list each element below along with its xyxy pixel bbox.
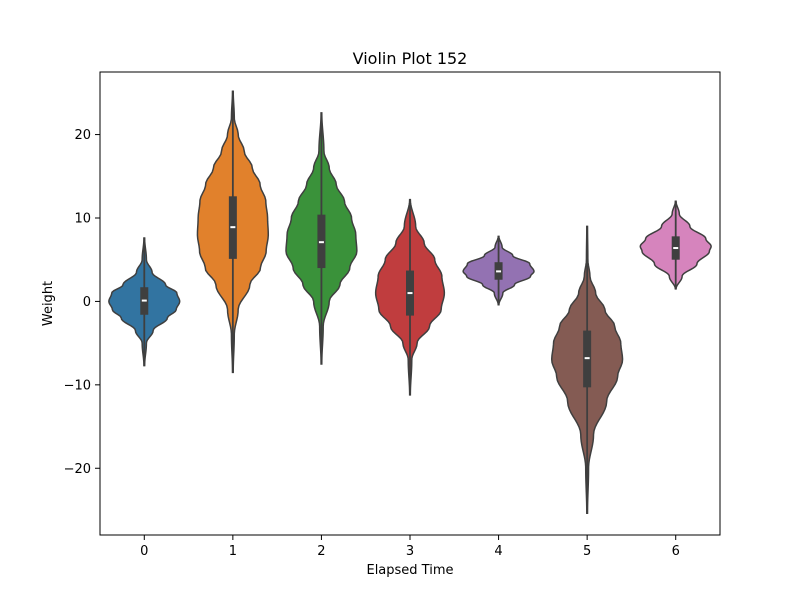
y-tick-label: −10 bbox=[64, 378, 91, 393]
x-tick-label: 5 bbox=[583, 544, 591, 559]
x-tick-label: 0 bbox=[140, 544, 148, 559]
x-axis-label: Elapsed Time bbox=[366, 563, 453, 578]
y-tick-label: 10 bbox=[74, 211, 91, 226]
x-tick-label: 3 bbox=[406, 544, 414, 559]
x-tick-label: 1 bbox=[229, 544, 237, 559]
violin-4 bbox=[462, 235, 535, 306]
violin-3 bbox=[374, 198, 446, 396]
x-tick-label: 6 bbox=[672, 544, 680, 559]
violin-5 bbox=[550, 225, 624, 515]
violin-0 bbox=[108, 237, 181, 367]
x-tick-label: 2 bbox=[317, 544, 325, 559]
violin-2 bbox=[285, 112, 358, 365]
y-axis: −20 −10 0 10 20 bbox=[64, 128, 100, 477]
chart-title: Violin Plot 152 bbox=[353, 49, 468, 68]
y-tick-label: 20 bbox=[74, 128, 91, 143]
y-tick-label: 0 bbox=[83, 295, 91, 310]
x-axis: 0 1 2 3 4 5 6 bbox=[140, 535, 680, 559]
x-tick-label: 4 bbox=[494, 544, 502, 559]
violins-layer bbox=[108, 90, 712, 515]
violin-6 bbox=[639, 200, 712, 290]
y-tick-label: −20 bbox=[64, 462, 91, 477]
violin-1 bbox=[196, 90, 270, 374]
y-axis-label: Weight bbox=[41, 281, 56, 326]
